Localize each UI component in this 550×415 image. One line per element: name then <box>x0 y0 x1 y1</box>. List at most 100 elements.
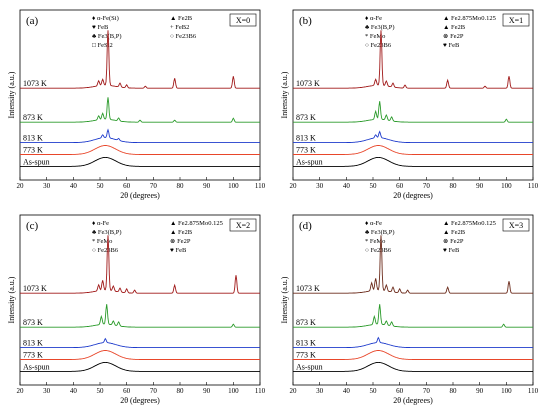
x-axis-label: 2θ (degrees) <box>393 191 433 200</box>
series-label: 813 K <box>23 134 43 143</box>
series-label: As-spun <box>23 157 50 166</box>
series-line <box>20 235 260 294</box>
composition-box <box>229 218 257 232</box>
legend-entry: ○ Fe23B6 <box>365 247 392 254</box>
legend-entry: ▲ Fe2.875Mo0.125 <box>170 220 223 227</box>
legend-entry: ○ Fe23B6 <box>92 247 119 254</box>
series-line <box>20 156 260 167</box>
plot-frame <box>292 9 534 181</box>
series-label: 873 K <box>296 113 316 122</box>
plot-frame <box>292 214 534 386</box>
series-line <box>293 130 533 144</box>
series-label: 873 K <box>296 318 316 327</box>
series-line <box>293 350 533 360</box>
x-tick-label: 80 <box>450 182 458 190</box>
series-label: 773 K <box>296 146 316 155</box>
legend-entry: ♥ FeB <box>92 24 109 31</box>
legend-entry: ♦ α-Fe <box>92 220 109 227</box>
x-tick-label: 30 <box>43 387 51 395</box>
x-tick-label: 20 <box>17 182 25 190</box>
x-tick-label: 100 <box>228 387 239 395</box>
x-tick-label: 60 <box>123 182 131 190</box>
series-label: 873 K <box>23 318 43 327</box>
series-line <box>293 304 533 328</box>
series-label: 813 K <box>296 339 316 348</box>
series-line <box>20 350 260 360</box>
series-label: 773 K <box>23 146 43 155</box>
series-line <box>293 101 533 123</box>
x-tick-label: 110 <box>255 182 266 190</box>
x-tick-label: 50 <box>370 182 378 190</box>
x-tick-label: 100 <box>228 182 239 190</box>
x-tick-label: 110 <box>528 182 539 190</box>
legend-entry: ♣ Fe3(B,P) <box>365 24 395 31</box>
composition-label: X=1 <box>509 16 523 25</box>
x-tick-label: 90 <box>476 182 484 190</box>
legend-entry: ♣ Fe3(B,P) <box>365 229 395 236</box>
legend-entry: ⊗ Fe2P <box>443 33 464 40</box>
series-label: 873 K <box>23 113 43 122</box>
x-tick-label: 90 <box>203 387 211 395</box>
series-line <box>20 145 260 155</box>
y-axis-label: Intensity (a.u.) <box>280 71 289 118</box>
x-tick-label: 90 <box>476 387 484 395</box>
legend-entry: ♣ Fe3(B,P) <box>92 33 122 40</box>
x-tick-label: 40 <box>343 182 351 190</box>
series-line <box>20 304 260 328</box>
panel-label: (d) <box>299 220 312 232</box>
panel-2: 20 30 40 50 60 70 80 90 100 110 2θ (degrees) Intens… <box>7 214 266 405</box>
x-tick-label: 20 <box>17 387 25 395</box>
series-line <box>293 361 533 372</box>
panel-1: 20 30 40 50 60 70 80 90 100 110 2θ (degrees) Intens… <box>280 9 539 200</box>
x-tick-label: 20 <box>290 182 298 190</box>
series-line <box>20 97 260 123</box>
series-label: 1073 K <box>23 79 47 88</box>
panel-label: (a) <box>26 15 39 27</box>
y-axis-label: Intensity (a.u.) <box>7 71 16 118</box>
x-tick-label: 60 <box>123 387 131 395</box>
legend-entry: ⊗ Fe2P <box>170 238 191 245</box>
legend-entry: □ FeSi2 <box>92 42 113 49</box>
x-tick-label: 100 <box>501 182 512 190</box>
legend-entry: ▲ Fe2B <box>170 15 193 22</box>
panel-label: (b) <box>299 15 312 27</box>
x-tick-label: 80 <box>177 387 185 395</box>
x-tick-label: 80 <box>450 387 458 395</box>
legend-entry: ▲ Fe2.875Mo0.125 <box>443 15 496 22</box>
x-tick-label: 50 <box>370 387 378 395</box>
x-tick-label: 110 <box>528 387 539 395</box>
composition-box <box>229 13 257 27</box>
x-tick-label: 70 <box>150 182 158 190</box>
panel-0: 20 30 40 50 60 70 80 90 100 110 2θ (degrees) Intens… <box>7 9 266 200</box>
plot-frame <box>19 9 261 181</box>
composition-label: X=3 <box>509 221 523 230</box>
series-label: As-spun <box>296 157 323 166</box>
legend-entry: ♥ FeB <box>443 42 460 49</box>
composition-box <box>502 218 530 232</box>
composition-label: X=2 <box>236 221 250 230</box>
x-tick-label: 70 <box>423 387 431 395</box>
x-tick-label: 50 <box>97 387 105 395</box>
legend-entry: + FeB2 <box>170 24 189 31</box>
legend-entry: ▲ Fe2B <box>443 24 466 31</box>
x-tick-label: 40 <box>343 387 351 395</box>
legend-entry: ♥ FeB <box>443 247 460 254</box>
series-label: As-spun <box>296 362 323 371</box>
series-line <box>20 128 260 144</box>
x-axis-label: 2θ (degrees) <box>120 396 160 405</box>
x-tick-label: 30 <box>316 182 324 190</box>
legend-entry: ▲ Fe2B <box>443 229 466 236</box>
series-line <box>20 361 260 372</box>
legend-entry: * FeMo <box>365 238 385 245</box>
legend-entry: ▲ Fe2B <box>170 229 193 236</box>
composition-label: X=0 <box>236 16 250 25</box>
series-line <box>20 337 260 349</box>
x-tick-label: 90 <box>203 182 211 190</box>
x-tick-label: 60 <box>396 182 404 190</box>
legend-entry: ♦ α-Fe <box>365 220 382 227</box>
series-line <box>293 336 533 349</box>
series-label: 1073 K <box>296 79 320 88</box>
y-axis-label: Intensity (a.u.) <box>7 276 16 323</box>
series-line <box>293 30 533 89</box>
